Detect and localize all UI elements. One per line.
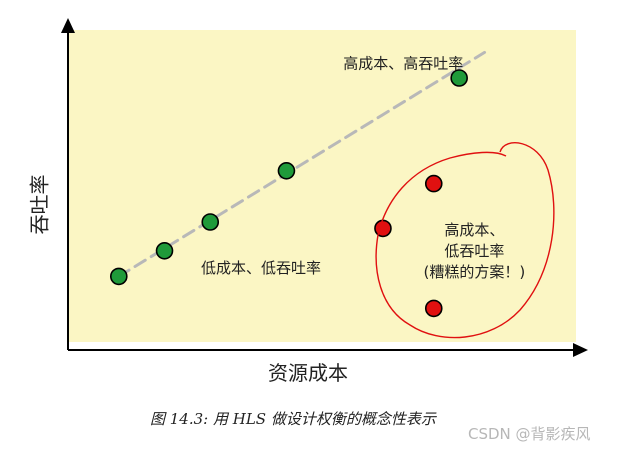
plot-background: [68, 30, 576, 342]
annotation-0: 高成本、高吞吐率: [343, 54, 463, 72]
annotation-2: 高成本、低吞吐率(糟糕的方案！): [424, 221, 526, 281]
data-point-0-2: [201, 213, 220, 231]
y-axis-arrow: [61, 18, 75, 33]
data-point-1-2: [424, 299, 443, 318]
data-point-0-0: [110, 267, 128, 286]
watermark: CSDN @背影疾风: [468, 425, 591, 443]
annotation-1: 低成本、低吞吐率: [201, 259, 321, 277]
data-point-1-1: [374, 219, 392, 238]
y-axis-label: 吞吐率: [27, 174, 52, 235]
x-axis-arrow: [573, 343, 588, 357]
data-point-0-1: [155, 242, 174, 260]
figure-caption: 图 14.3: 用 HLS 做设计权衡的概念性表示: [150, 410, 436, 428]
trend-line: [117, 50, 487, 278]
data-point-1-0: [424, 174, 443, 193]
data-points: [110, 69, 468, 318]
x-axis-label: 资源成本: [268, 361, 348, 385]
data-point-0-3: [277, 162, 296, 180]
data-point-0-4: [450, 69, 468, 87]
highlight-circle: [375, 142, 555, 339]
